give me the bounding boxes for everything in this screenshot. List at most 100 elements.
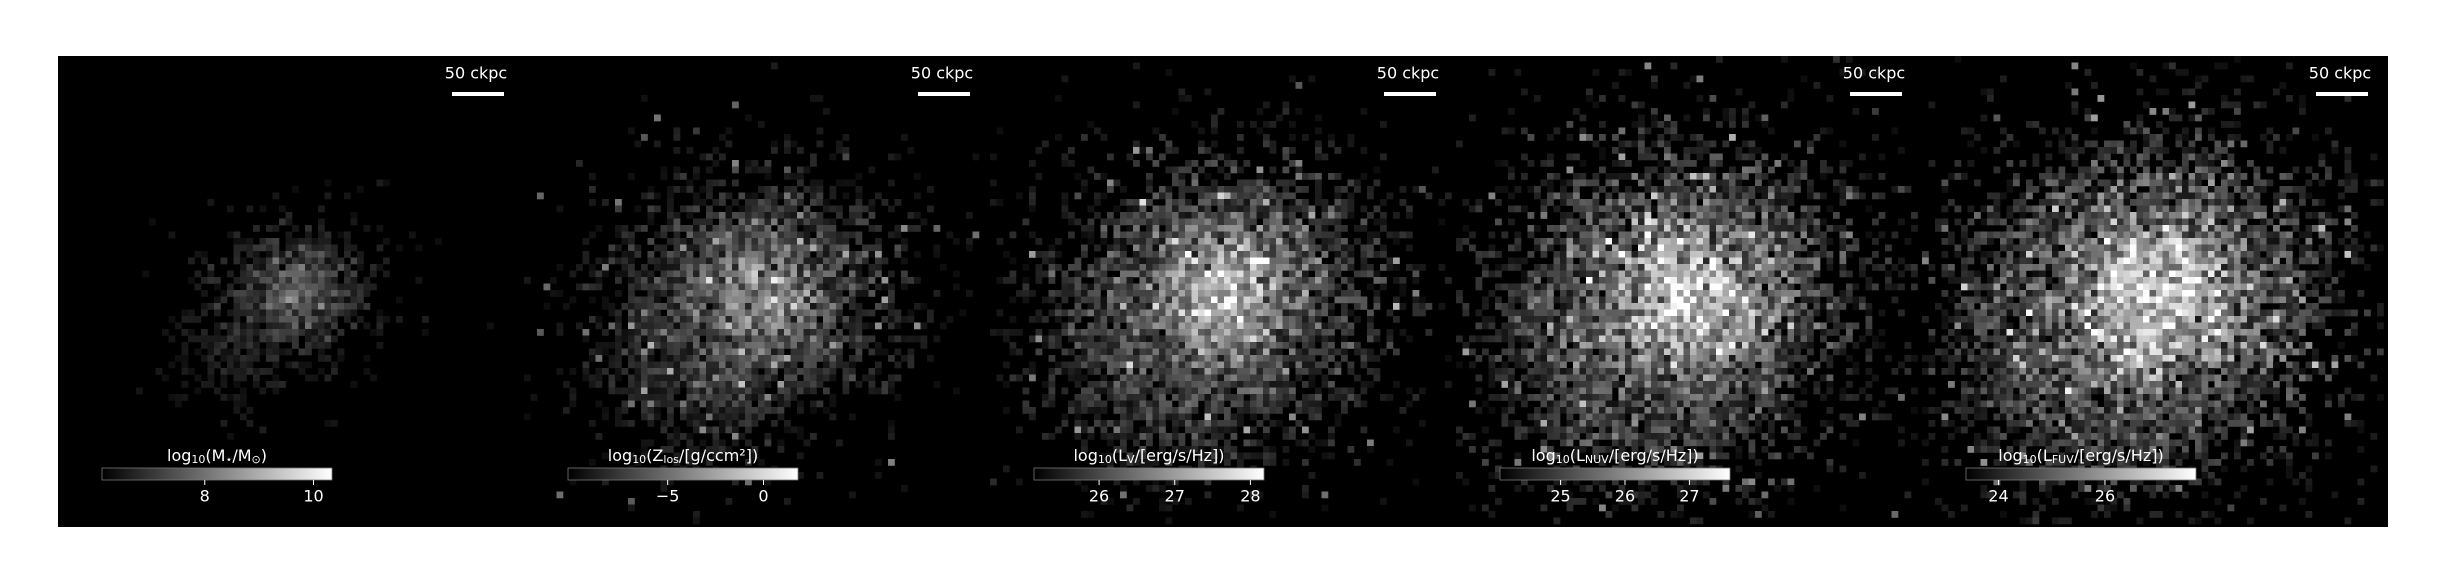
map-pixel bbox=[1321, 342, 1329, 349]
map-pixel bbox=[1599, 186, 1606, 193]
map-pixel bbox=[621, 329, 629, 336]
map-pixel bbox=[285, 231, 293, 239]
map-pixel bbox=[1321, 205, 1329, 213]
map-pixel bbox=[1618, 192, 1626, 200]
map-pixel bbox=[1282, 270, 1290, 278]
map-pixel bbox=[634, 329, 642, 336]
map-pixel bbox=[1419, 420, 1426, 427]
map-pixel bbox=[680, 433, 687, 440]
map-pixel bbox=[1185, 160, 1192, 167]
map-pixel bbox=[784, 218, 791, 226]
map-pixel bbox=[1250, 407, 1257, 414]
map-pixel bbox=[1605, 361, 1613, 369]
map-pixel bbox=[777, 329, 785, 336]
map-pixel bbox=[1276, 309, 1283, 317]
map-pixel bbox=[1113, 329, 1121, 336]
map-pixel bbox=[1074, 277, 1082, 284]
map-pixel bbox=[1308, 394, 1316, 401]
map-pixel bbox=[1605, 173, 1613, 180]
map-pixel bbox=[1612, 179, 1619, 187]
map-pixel bbox=[1566, 387, 1574, 395]
map-pixel bbox=[1592, 192, 1600, 200]
map-pixel bbox=[1527, 303, 1535, 310]
map-pixel bbox=[1100, 452, 1108, 460]
map-pixel bbox=[1172, 225, 1179, 232]
map-pixel bbox=[1172, 407, 1179, 414]
map-pixel bbox=[990, 153, 997, 161]
map-pixel bbox=[162, 329, 169, 336]
map-pixel bbox=[764, 225, 772, 232]
map-pixel bbox=[868, 335, 876, 343]
map-pixel bbox=[1256, 277, 1264, 284]
map-pixel bbox=[1560, 433, 1567, 440]
map-pixel bbox=[615, 290, 622, 297]
map-pixel bbox=[311, 329, 319, 336]
map-pixel bbox=[259, 296, 267, 304]
map-pixel bbox=[784, 244, 791, 252]
map-pixel bbox=[1289, 270, 1296, 278]
map-pixel bbox=[764, 173, 772, 180]
map-pixel bbox=[712, 387, 720, 395]
map-pixel bbox=[1146, 342, 1153, 349]
map-pixel bbox=[266, 309, 273, 317]
map-pixel bbox=[764, 257, 772, 265]
map-pixel bbox=[1386, 329, 1394, 336]
map-pixel bbox=[654, 407, 661, 414]
map-pixel bbox=[233, 316, 241, 323]
map-pixel bbox=[758, 400, 765, 408]
map-pixel bbox=[803, 387, 811, 395]
map-pixel bbox=[1269, 368, 1277, 375]
map-pixel bbox=[1393, 238, 1400, 245]
map-pixel bbox=[1328, 439, 1335, 447]
map-pixel bbox=[1243, 348, 1251, 356]
map-pixel bbox=[1579, 387, 1587, 395]
map-pixel bbox=[1592, 400, 1600, 408]
map-pixel bbox=[422, 316, 429, 323]
map-pixel bbox=[1217, 290, 1225, 297]
map-pixel bbox=[686, 147, 694, 154]
map-pixel bbox=[647, 355, 655, 362]
map-pixel bbox=[745, 205, 752, 213]
map-pixel bbox=[1055, 335, 1062, 343]
map-pixel bbox=[1315, 153, 1322, 161]
map-pixel bbox=[745, 329, 752, 336]
map-pixel bbox=[350, 270, 358, 278]
map-pixel bbox=[686, 452, 694, 460]
map-pixel bbox=[680, 277, 687, 284]
map-pixel bbox=[680, 381, 687, 388]
map-pixel bbox=[1198, 277, 1205, 284]
map-pixel bbox=[1625, 329, 1632, 336]
map-pixel bbox=[1204, 231, 1212, 239]
map-pixel bbox=[628, 264, 635, 271]
map-pixel bbox=[589, 459, 596, 466]
map-pixel bbox=[634, 361, 642, 369]
map-pixel bbox=[240, 270, 247, 278]
map-pixel bbox=[1217, 283, 1225, 291]
map-pixel bbox=[712, 160, 720, 167]
map-pixel bbox=[1295, 205, 1303, 213]
map-pixel bbox=[660, 478, 668, 486]
map-pixel bbox=[1566, 413, 1574, 421]
map-pixel bbox=[1217, 355, 1225, 362]
map-pixel bbox=[1178, 348, 1186, 356]
map-pixel bbox=[1521, 394, 1528, 401]
map-pixel bbox=[706, 407, 713, 414]
map-pixel bbox=[888, 459, 895, 466]
map-pixel bbox=[1256, 348, 1264, 356]
map-pixel bbox=[725, 387, 733, 395]
map-pixel bbox=[888, 231, 895, 239]
map-pixel bbox=[220, 335, 228, 343]
map-pixel bbox=[1579, 205, 1587, 213]
map-pixel bbox=[259, 368, 267, 375]
map-pixel bbox=[868, 290, 876, 297]
map-pixel bbox=[1276, 342, 1283, 349]
map-pixel bbox=[1217, 400, 1225, 408]
map-pixel bbox=[1393, 257, 1400, 265]
map-pixel bbox=[246, 251, 254, 258]
map-pixel bbox=[1360, 381, 1368, 388]
map-pixel bbox=[1599, 413, 1606, 421]
colorbar-tick-label: 27 bbox=[1165, 487, 1185, 506]
map-pixel bbox=[1553, 283, 1561, 291]
map-pixel bbox=[1061, 270, 1069, 278]
map-pixel bbox=[1191, 407, 1199, 414]
